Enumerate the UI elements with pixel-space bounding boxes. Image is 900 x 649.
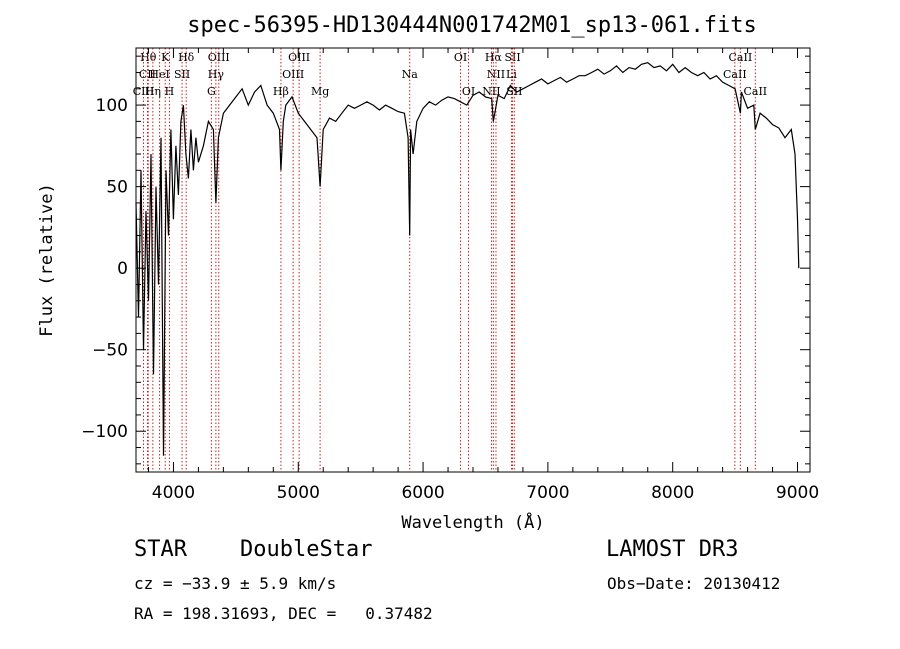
spectral-line-label: CaII [723, 68, 747, 81]
spectral-line-label: Mg [311, 85, 329, 98]
y-tick-label: 0 [117, 259, 128, 279]
y-tick-label: −100 [81, 422, 128, 442]
survey-release: LAMOST DR3 [606, 537, 739, 562]
x-tick-label: 9000 [776, 483, 819, 503]
x-tick-label: 7000 [526, 483, 569, 503]
spectral-line-label: SII [504, 51, 520, 64]
redshift-velocity: cz = −33.9 ± 5.9 km/s [134, 574, 337, 593]
spectral-line-label: CII [139, 68, 156, 81]
spectral-line-label: OIII [288, 51, 310, 64]
y-axis-label: Flux (relative) [37, 183, 57, 337]
y-tick-label: −50 [92, 341, 128, 361]
spectrum-line [135, 62, 800, 456]
spectral-line-label: OI [462, 85, 475, 98]
observation-date: Obs−Date: 20130412 [607, 574, 781, 593]
spectral-line-label: CIII [133, 85, 154, 98]
x-axis-label: Wavelength (Å) [401, 511, 544, 533]
spectral-line-label: CaII [743, 85, 767, 98]
x-tick-label: 5000 [277, 483, 320, 503]
spectral-line-label: H [165, 85, 175, 98]
axis-ticks: 4000 5000 6000 7000 8000 9000 −100 −50 0 50 100 [81, 48, 819, 503]
spectral-line-label: Hβ [273, 85, 289, 98]
y-tick-label: 50 [106, 178, 128, 198]
object-subclass: DoubleStar [240, 537, 373, 562]
plot-frame [135, 47, 811, 473]
spectral-line-label: HeI [149, 68, 169, 81]
spectral-line-label: Hγ [208, 68, 225, 81]
x-tick-label: 6000 [401, 483, 444, 503]
spectral-line-label: Hθ [140, 51, 157, 64]
object-class: STAR [134, 537, 187, 562]
spectral-line-label: OIII [208, 51, 230, 64]
spectral-line-label: NII [482, 85, 500, 98]
y-tick-label: 100 [96, 96, 128, 116]
spectral-line-label: OIII [282, 68, 304, 81]
x-tick-label: 4000 [152, 483, 195, 503]
spectral-line-label: Hη [145, 85, 161, 98]
spectral-line-label: G [207, 85, 216, 98]
spectral-line-markers: Hθ CII CIII K HeI Hη SII H Hδ OIII Hγ G Hβ OIII OIII Mg… [133, 48, 767, 472]
spectral-line-label: CaII [729, 51, 753, 64]
spectral-line-label: OI [454, 51, 467, 64]
spectral-line-label: Li [506, 68, 517, 81]
spectral-line-label: Na [402, 68, 419, 81]
spectral-line-label: SII [174, 68, 190, 81]
spectral-line-label: Hα [485, 51, 503, 64]
coordinates: RA = 198.31693, DEC = 0.37482 [134, 604, 433, 623]
chart-title: spec-56395-HD130444N001742M01_sp13-061.f… [187, 13, 757, 38]
spectral-line-label: K [161, 51, 170, 64]
spectral-line-label: NII [487, 68, 505, 81]
plot-area [135, 62, 800, 456]
spectral-line-label: Hδ [178, 51, 195, 64]
x-tick-label: 8000 [651, 483, 694, 503]
spectral-line-label: SII [506, 85, 522, 98]
